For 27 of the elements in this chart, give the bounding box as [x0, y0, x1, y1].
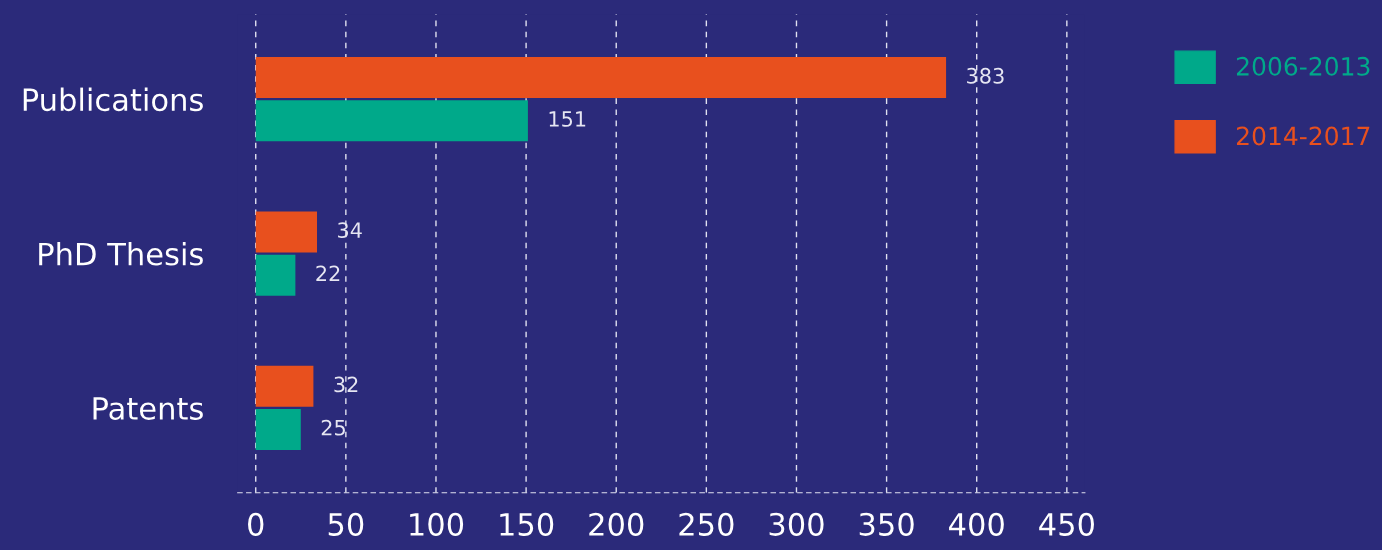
data-label: 32: [334, 376, 358, 393]
bar: [255, 211, 318, 253]
x-tick-label: 50: [328, 512, 364, 536]
x-tick-label: 100: [410, 512, 464, 536]
y-tick-label: Patents: [93, 397, 203, 420]
data-label: 22: [316, 265, 340, 281]
x-tick-label: 350: [859, 512, 914, 536]
legend-label: 2014-2017: [1236, 126, 1370, 146]
x-tick-label: 300: [769, 512, 824, 536]
bar: [255, 57, 947, 99]
x-tick-label: 200: [589, 512, 644, 536]
y-tick-label: Publications: [23, 87, 203, 112]
bar: [255, 100, 528, 142]
x-tick-label: 150: [500, 512, 554, 536]
x-tick-label: 250: [679, 512, 734, 536]
bar: [255, 254, 296, 296]
bar: [255, 408, 301, 451]
x-tick-label: 450: [1039, 512, 1094, 536]
legend-label: 2006-2013: [1236, 56, 1370, 76]
x-tick-label: 400: [949, 512, 1004, 536]
data-label: 34: [338, 222, 362, 238]
data-label: 151: [549, 111, 586, 127]
data-label: 25: [321, 419, 345, 436]
x-tick-label: 0: [248, 512, 264, 536]
data-label: 383: [967, 67, 1004, 84]
bar: [255, 365, 314, 407]
y-tick-label: PhD Thesis: [39, 241, 203, 266]
